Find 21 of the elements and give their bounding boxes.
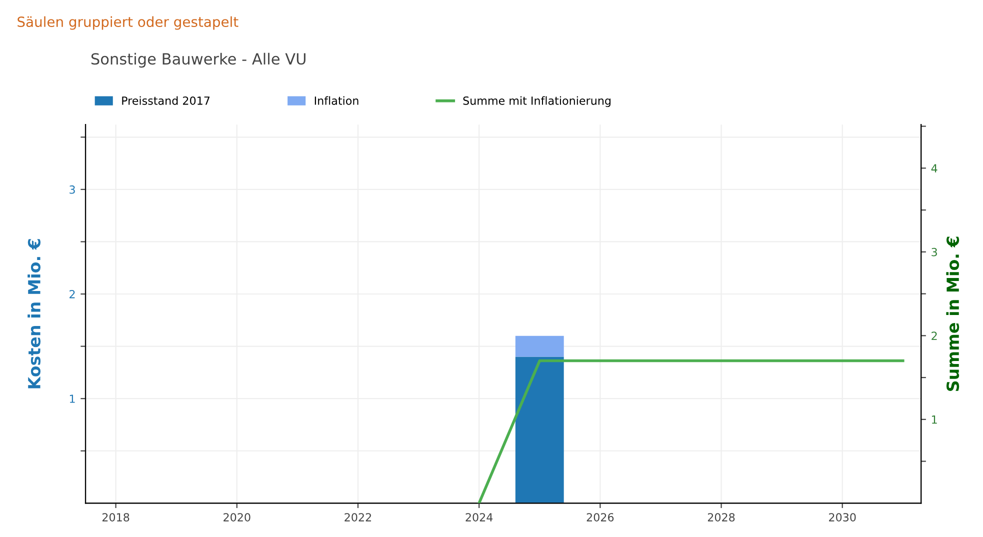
chart-title: Sonstige Bauwerke - Alle VU [91,52,306,68]
x-tick-label: 2018 [102,513,130,522]
legend-label: Inflation [314,96,358,105]
text: Säulen gruppiert oder gestapelt [18,16,238,30]
y-tick-label: 2 [70,290,75,298]
y2-tick-label: 1 [932,416,937,424]
y2-tick-label: 4 [931,164,938,172]
y2-tick-label: 2 [932,332,937,340]
x-tick-label: 2024 [466,513,493,522]
x-tick-label: 2030 [829,513,856,522]
x-tick-label: 2028 [708,513,735,522]
x-tick-label: 2022 [344,513,372,522]
x-tick-label: 2020 [224,513,250,522]
legend-label: Preisstand 2017 [122,96,210,105]
y2-tick-label: 3 [932,248,937,256]
legend-label: Summe mit Inflationierung [463,96,610,108]
y-tick-label: 3 [70,185,75,194]
y-tick-label: 1 [70,394,75,403]
x-tick-label: 2026 [586,513,614,522]
y2-axis-title: Summe in Mio. € [946,236,960,391]
y-axis-title: Kosten in Mio. € [28,239,40,388]
